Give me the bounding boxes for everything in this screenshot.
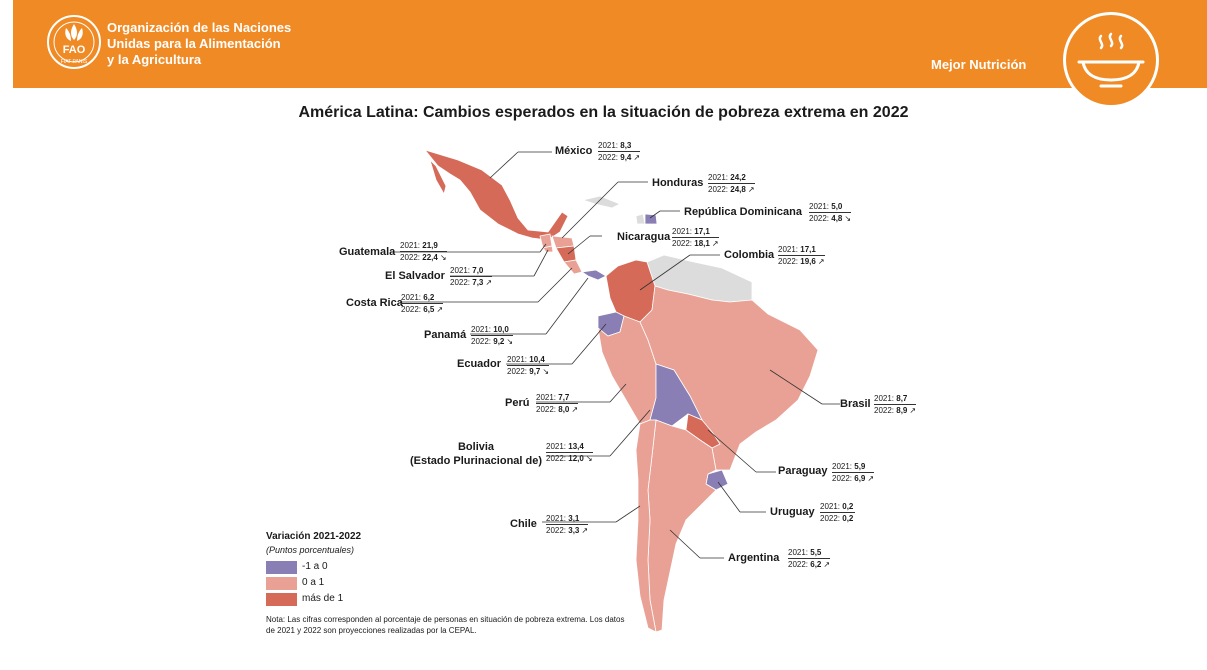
label-el-salvador: El Salvador (385, 270, 445, 282)
dominican-republic-shape (644, 213, 658, 225)
values-ecuador: 2021: 10,4 2022: 9,7 ↘ (507, 355, 550, 376)
label-ecuador: Ecuador (457, 358, 502, 370)
label-uruguay: Uruguay (770, 506, 815, 518)
label-honduras: Honduras (652, 177, 704, 189)
label-mexico: México (555, 145, 593, 157)
baja-california-shape (429, 159, 447, 196)
label-republica-dominicana: República Dominicana (684, 206, 802, 218)
label-bolivia: Bolivia (Estado Plurinacional de) (410, 441, 543, 467)
legend-swatch-high (266, 593, 297, 606)
panama-shape (580, 269, 607, 281)
values-uruguay: 2021: 0,2 2022: 0,2 (820, 502, 856, 523)
values-argentina: 2021: 5,5 2022: 6,2 ↗ (788, 548, 831, 569)
label-colombia: Colombia (724, 249, 775, 261)
values-chile: 2021: 3,1 2022: 3,3 ↗ (546, 514, 589, 535)
values-honduras: 2021: 24,2 2022: 24,8 ↗ (708, 173, 755, 194)
legend-title: Variación 2021-2022 (266, 531, 362, 542)
values-guatemala: 2021: 21,9 2022: 22,4 ↘ (400, 241, 447, 262)
label-chile: Chile (510, 518, 537, 530)
header-bar: FAO FIAT PANIS Organización de las Nacio… (13, 0, 1207, 88)
emblem-circle (1063, 12, 1159, 108)
logo-text: FAO (63, 44, 86, 56)
label-brasil: Brasil (840, 398, 871, 410)
legend-label-high: más de 1 (302, 593, 344, 604)
costa-rica-shape (563, 259, 583, 275)
values-costa-rica: 2021: 6,2 2022: 6,5 ↗ (401, 293, 444, 314)
mexico-shape (423, 149, 569, 241)
chile-shape (635, 419, 657, 633)
food-bowl-icon (1077, 32, 1145, 88)
label-argentina: Argentina (728, 552, 780, 564)
campaign-label: Mejor Nutrición (931, 57, 1027, 72)
haiti-shape (635, 213, 646, 225)
legend-swatch-low (266, 577, 297, 590)
values-nicaragua: 2021: 17,1 2022: 18,1 ↗ (672, 227, 719, 248)
legend-swatch-neg (266, 561, 297, 574)
nicaragua-shape (555, 245, 577, 263)
label-peru: Perú (505, 397, 530, 409)
values-brasil: 2021: 8,7 2022: 8,9 ↗ (874, 394, 917, 415)
legend-subtitle: (Puntos porcentuales) (266, 545, 355, 555)
fao-logo-icon: FAO FIAT PANIS (47, 15, 101, 69)
argentina-shape (647, 419, 717, 633)
cuba-shape (581, 195, 621, 209)
values-colombia: 2021: 17,1 2022: 19,6 ↗ (778, 245, 825, 266)
values-republica-dominicana: 2021: 5,0 2022: 4,8 ↘ (809, 202, 852, 223)
map-title: América Latina: Cambios esperados en la … (298, 104, 909, 121)
legend-label-neg: -1 a 0 (302, 561, 328, 572)
logo-motto: FIAT PANIS (61, 59, 88, 65)
values-paraguay: 2021: 5,9 2022: 6,9 ↗ (832, 462, 875, 483)
bolivia-shape (649, 363, 703, 427)
legend-label-low: 0 a 1 (302, 577, 325, 588)
leader-lines (390, 151, 840, 559)
footnote: Nota: Las cifras corresponden al porcent… (266, 615, 625, 635)
label-panama: Panamá (424, 329, 467, 341)
organization-name: Organización de las Naciones Unidas para… (107, 20, 292, 67)
values-panama: 2021: 10,0 2022: 9,2 ↘ (471, 325, 514, 346)
el-salvador-shape (542, 245, 554, 253)
values-peru: 2021: 7,7 2022: 8,0 ↗ (536, 393, 579, 414)
label-nicaragua: Nicaragua (617, 231, 671, 243)
values-mexico: 2021: 8,3 2022: 9,4 ↗ (598, 141, 641, 162)
values-bolivia: 2021: 13,4 2022: 12,0 ↘ (546, 442, 593, 463)
guatemala-shape (539, 233, 553, 249)
label-costa-rica: Costa Rica (346, 297, 403, 309)
values-el-salvador: 2021: 7,0 2022: 7,3 ↗ (450, 266, 493, 287)
label-paraguay: Paraguay (778, 465, 828, 477)
label-guatemala: Guatemala (339, 246, 396, 258)
